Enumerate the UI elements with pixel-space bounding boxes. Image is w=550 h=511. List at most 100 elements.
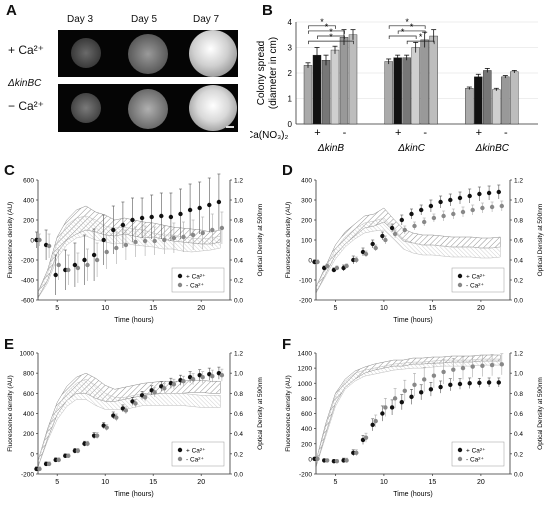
point-minus-ca: [363, 435, 369, 440]
x-tick-label: 5: [55, 305, 59, 312]
point-plus-ca: [438, 199, 443, 205]
point-minus-ca: [85, 262, 90, 268]
x-tick-label: 15: [429, 305, 437, 312]
x-axis-label: Time (hours): [114, 317, 153, 324]
strain-label-kinbc: ΔkinBC: [8, 78, 42, 89]
point-plus-ca: [168, 214, 174, 220]
y-tick-label: -200: [299, 298, 312, 305]
point-plus-ca: [457, 381, 463, 387]
point-minus-ca: [200, 230, 205, 236]
bar: [492, 89, 501, 125]
line-chart-e: -200 0 200 400 600 800 1000 0.0 0.2 0.4 0.6 0.8 1.0 1…: [7, 351, 264, 499]
point-plus-ca: [130, 217, 135, 223]
point-plus-ca: [111, 227, 116, 233]
point-minus-ca: [402, 227, 407, 233]
bar: [321, 60, 331, 125]
y2-tick-label: 0.8: [234, 218, 243, 225]
point-plus-ca: [178, 211, 183, 217]
point-minus-ca: [219, 225, 225, 231]
point-plus-ca: [428, 387, 434, 392]
y-tick-label: 2: [288, 69, 293, 78]
point-minus-ca: [75, 448, 81, 454]
y-tick-label: 0: [30, 238, 34, 245]
bar: [411, 47, 420, 125]
point-minus-ca: [85, 441, 90, 446]
point-plus-ca: [197, 205, 202, 211]
point-minus-ca: [133, 239, 138, 245]
point-minus-ca: [412, 223, 417, 229]
point-plus-ca: [216, 199, 222, 205]
point-minus-ca: [489, 362, 495, 368]
day-label-3: Day 3: [67, 14, 94, 25]
legend-label-minus: - Ca²⁺: [186, 457, 204, 464]
y2-tick-label: 1.0: [234, 198, 243, 205]
point-plus-ca: [389, 405, 395, 410]
point-plus-ca: [419, 207, 424, 213]
y-tick-label: 600: [23, 178, 34, 185]
point-minus-ca: [451, 367, 456, 372]
y2-tick-label: 0.2: [234, 278, 243, 285]
point-minus-ca: [152, 390, 157, 395]
point-minus-ca: [392, 396, 398, 401]
colony-day3-plus: [71, 38, 101, 68]
y-tick-label: 4: [288, 18, 293, 27]
y-tick-label: 800: [23, 371, 34, 378]
y-tick-label: -200: [299, 472, 312, 479]
point-minus-ca: [344, 458, 349, 463]
point-plus-ca: [409, 211, 414, 217]
point-plus-ca: [53, 272, 58, 278]
bar: [303, 65, 313, 125]
point-minus-ca: [325, 263, 330, 269]
y2-tick-label: 1.2: [514, 178, 523, 185]
point-plus-ca: [389, 225, 395, 231]
point-plus-ca: [380, 233, 385, 239]
colony-day5-plus: [128, 34, 168, 74]
x-tick-label: 5: [333, 305, 337, 312]
ca-plus-label: +: [476, 127, 482, 139]
y2-tick-label: 0.6: [234, 411, 243, 418]
point-minus-ca: [66, 453, 71, 459]
colony-day5-minus: [128, 89, 168, 129]
significance-star: *: [329, 27, 333, 37]
point-minus-ca: [402, 388, 407, 394]
point-minus-ca: [422, 377, 427, 382]
y-tick-label: 400: [301, 178, 312, 185]
legend-marker-plus: [457, 447, 463, 453]
x-axis-label: Time (hours): [393, 491, 432, 498]
point-minus-ca: [56, 262, 61, 268]
bar-chart-colony-spread: 0 1 2 3 4 Colony spread (diameter in cm) + - Δkin…: [250, 17, 538, 154]
y-tick-label: 800: [301, 396, 312, 403]
point-plus-ca: [477, 380, 482, 386]
y2-tick-label: 0.0: [234, 472, 243, 479]
point-plus-ca: [486, 190, 492, 196]
point-minus-ca: [171, 382, 177, 387]
point-plus-ca: [120, 222, 126, 228]
scale-bar: [226, 126, 234, 128]
x-tick-label: 20: [477, 305, 485, 312]
point-minus-ca: [37, 237, 42, 243]
point-plus-ca: [448, 197, 453, 203]
point-minus-ca: [412, 382, 417, 387]
y-tick-label: 200: [23, 431, 34, 438]
y-tick-label: 200: [23, 218, 34, 225]
y2-tick-label: 0.2: [514, 278, 523, 285]
point-minus-ca: [373, 418, 378, 424]
point-minus-ca: [181, 234, 186, 240]
point-minus-ca: [344, 263, 349, 269]
y2-tick-label: 0.4: [234, 258, 243, 265]
y2-tick-label: 0.4: [234, 431, 243, 438]
x-tick-label: 20: [477, 479, 485, 486]
y-axis-right-label: Optical Density at 590nm: [257, 377, 264, 450]
x-tick-label: 10: [380, 479, 388, 486]
y-tick-label: 100: [301, 238, 312, 245]
legend-marker-plus: [177, 447, 183, 453]
point-plus-ca: [419, 390, 424, 395]
legend-label-minus: - Ca²⁺: [186, 283, 204, 290]
legend-box: [171, 267, 225, 293]
y-tick-label: 1: [288, 95, 293, 104]
ca-plus-label: +: [395, 127, 401, 139]
point-minus-ca: [46, 243, 52, 249]
point-minus-ca: [219, 372, 225, 378]
point-plus-ca: [457, 195, 463, 201]
point-minus-ca: [441, 369, 446, 375]
